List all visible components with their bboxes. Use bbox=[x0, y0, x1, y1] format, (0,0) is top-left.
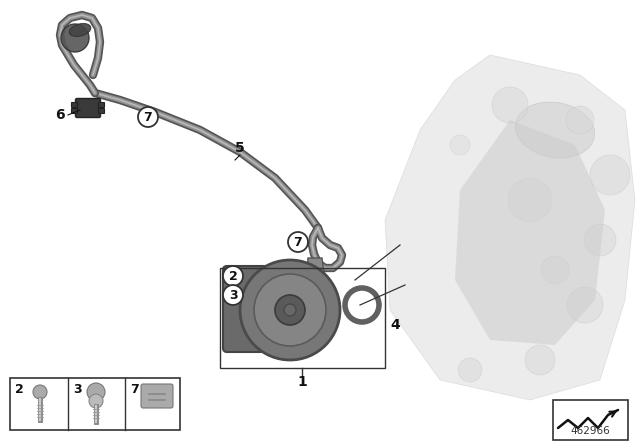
Polygon shape bbox=[306, 258, 326, 290]
FancyBboxPatch shape bbox=[76, 99, 100, 117]
Circle shape bbox=[61, 24, 89, 52]
Circle shape bbox=[89, 394, 103, 408]
Text: 3: 3 bbox=[73, 383, 82, 396]
Circle shape bbox=[590, 155, 630, 195]
Circle shape bbox=[275, 295, 305, 325]
Text: 4: 4 bbox=[390, 318, 400, 332]
Polygon shape bbox=[385, 55, 635, 400]
Circle shape bbox=[240, 260, 340, 360]
Circle shape bbox=[566, 106, 594, 134]
FancyBboxPatch shape bbox=[223, 266, 286, 352]
Text: 1: 1 bbox=[297, 375, 307, 389]
Text: 2: 2 bbox=[228, 270, 237, 283]
Text: 3: 3 bbox=[228, 289, 237, 302]
Circle shape bbox=[492, 87, 528, 123]
Bar bbox=[10, 378, 180, 430]
Circle shape bbox=[541, 256, 569, 284]
FancyBboxPatch shape bbox=[72, 103, 77, 108]
Circle shape bbox=[458, 358, 482, 382]
Circle shape bbox=[508, 178, 552, 222]
Polygon shape bbox=[455, 120, 605, 345]
Circle shape bbox=[584, 224, 616, 256]
Circle shape bbox=[223, 266, 243, 286]
FancyBboxPatch shape bbox=[72, 108, 77, 113]
Circle shape bbox=[33, 385, 47, 399]
Ellipse shape bbox=[515, 102, 595, 158]
Circle shape bbox=[254, 274, 326, 346]
Text: 2: 2 bbox=[15, 383, 24, 396]
Ellipse shape bbox=[69, 24, 91, 36]
FancyBboxPatch shape bbox=[141, 384, 173, 408]
Text: 7: 7 bbox=[130, 383, 139, 396]
Text: 6: 6 bbox=[55, 108, 65, 122]
FancyBboxPatch shape bbox=[99, 108, 104, 113]
Circle shape bbox=[284, 304, 296, 316]
Bar bbox=[553, 400, 628, 440]
Circle shape bbox=[288, 232, 308, 252]
Circle shape bbox=[567, 287, 603, 323]
Circle shape bbox=[87, 383, 105, 401]
FancyBboxPatch shape bbox=[99, 103, 104, 108]
Circle shape bbox=[450, 135, 470, 155]
Text: 5: 5 bbox=[235, 141, 245, 155]
Text: 7: 7 bbox=[294, 236, 302, 249]
Text: 7: 7 bbox=[143, 111, 152, 124]
Bar bbox=[220, 268, 385, 368]
Circle shape bbox=[138, 107, 158, 127]
Text: 462966: 462966 bbox=[571, 426, 611, 436]
Circle shape bbox=[525, 345, 555, 375]
Circle shape bbox=[223, 285, 243, 305]
